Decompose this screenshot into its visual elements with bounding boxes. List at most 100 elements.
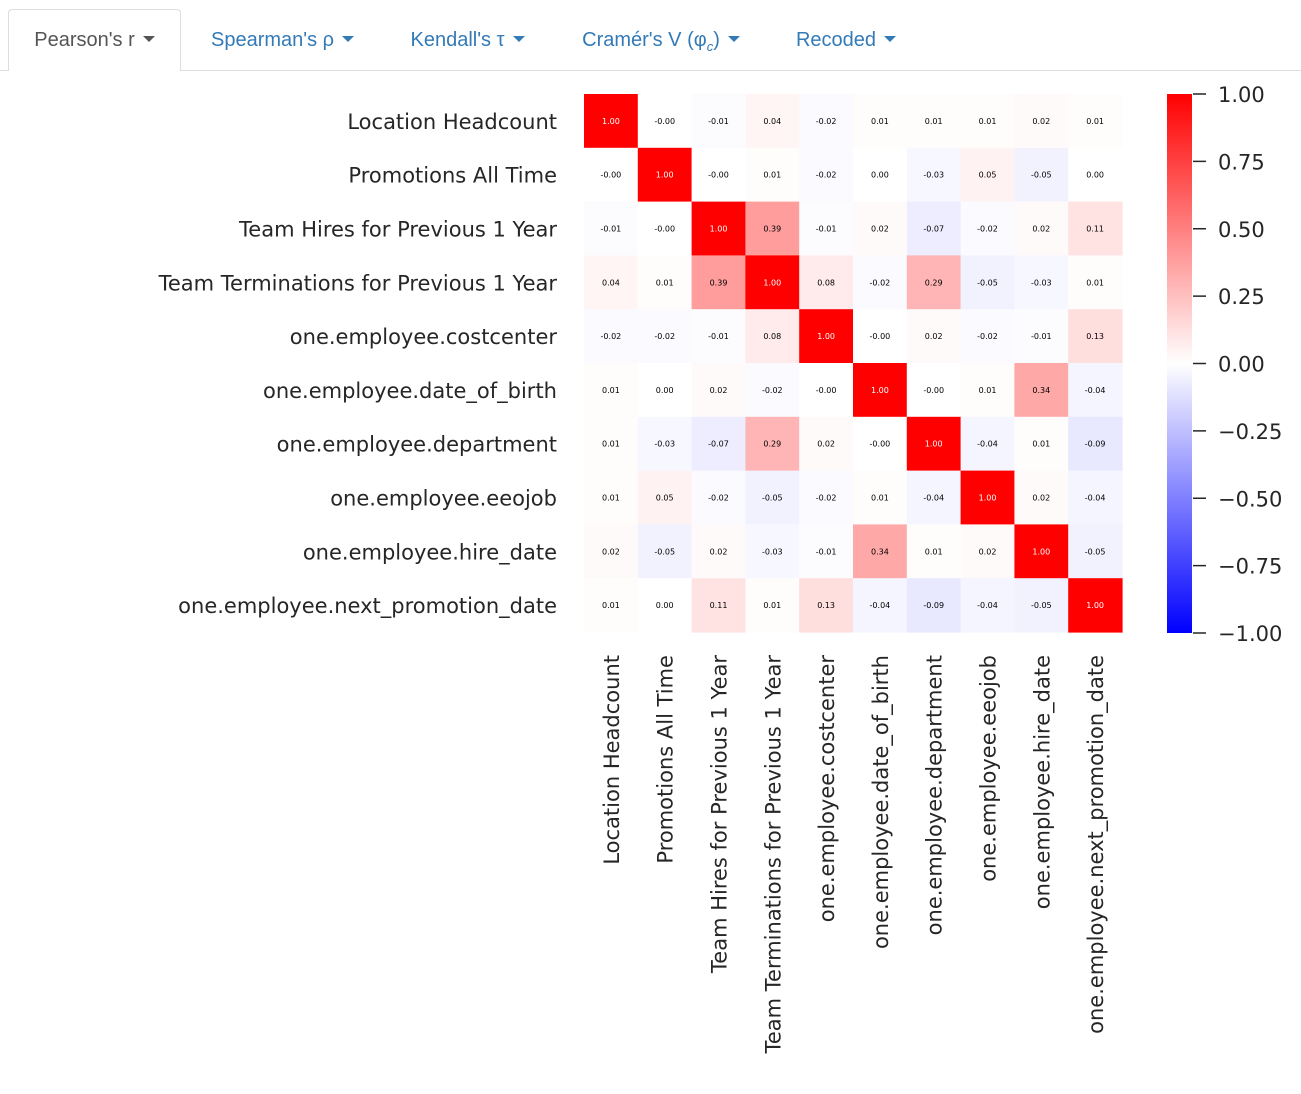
heatmap-cell bbox=[799, 309, 854, 364]
cell-value-label: -0.02 bbox=[762, 386, 783, 395]
cell-value-label: 0.05 bbox=[979, 171, 997, 180]
heatmap-cell bbox=[1014, 470, 1069, 525]
heatmap-cell bbox=[1014, 524, 1069, 579]
cell-value-label: 0.34 bbox=[1032, 386, 1050, 395]
heatmap-cell bbox=[1014, 147, 1069, 203]
heatmap-cell bbox=[906, 363, 962, 418]
cell-value-label: 0.00 bbox=[656, 601, 674, 610]
heatmap-cell bbox=[799, 578, 854, 633]
cell-value-label: -0.00 bbox=[870, 440, 891, 449]
cell-value-label: -0.00 bbox=[923, 386, 944, 395]
colorbar-tick-label: −1.00 bbox=[1218, 622, 1282, 646]
cell-value-label: 0.02 bbox=[925, 332, 943, 341]
cell-value-label: -0.05 bbox=[977, 278, 998, 287]
cell-value-label: 0.01 bbox=[1086, 278, 1104, 287]
cell-value-label: -0.04 bbox=[1085, 494, 1106, 503]
cell-value-label: 0.02 bbox=[979, 547, 997, 556]
cell-value-label: -0.07 bbox=[708, 440, 729, 449]
cell-value-label: -0.00 bbox=[654, 225, 675, 234]
heatmap-cell bbox=[637, 94, 693, 149]
cell-value-label: 0.01 bbox=[979, 117, 997, 126]
heatmap-cell bbox=[637, 470, 693, 525]
heatmap-cell bbox=[1014, 416, 1069, 472]
cell-value-label: 1.00 bbox=[871, 386, 889, 395]
heatmap-cell bbox=[906, 524, 962, 579]
heatmap-cell bbox=[960, 147, 1015, 203]
tab-cramers-label: Cramér's V (φ bbox=[582, 29, 707, 51]
heatmap-cell bbox=[1068, 578, 1123, 633]
colorbar-tick-label: −0.75 bbox=[1218, 555, 1282, 579]
cell-value-label: 0.01 bbox=[871, 494, 889, 503]
cell-value-label: -0.00 bbox=[870, 332, 891, 341]
heatmap-cell bbox=[906, 255, 962, 310]
cell-value-label: -0.04 bbox=[977, 440, 998, 449]
colorbar-tick-label: 0.75 bbox=[1218, 150, 1265, 174]
cell-value-label: -0.04 bbox=[923, 494, 944, 503]
heatmap-cell bbox=[1014, 255, 1069, 310]
cell-value-label: 0.01 bbox=[602, 440, 620, 449]
cell-value-label: 0.02 bbox=[817, 440, 835, 449]
cell-value-label: -0.01 bbox=[708, 332, 729, 341]
cell-value-label: -0.00 bbox=[601, 171, 622, 180]
chevron-down-icon bbox=[342, 35, 355, 42]
cell-value-label: 0.13 bbox=[1086, 332, 1104, 341]
cell-value-label: 1.00 bbox=[763, 278, 781, 287]
heatmap-cell bbox=[960, 255, 1015, 310]
cell-value-label: 0.29 bbox=[763, 440, 781, 449]
cell-value-label: -0.02 bbox=[654, 332, 675, 341]
tab-cramers-subscript: c bbox=[706, 39, 714, 54]
heatmap-cell bbox=[906, 94, 962, 149]
cell-value-label: -0.05 bbox=[1031, 601, 1052, 610]
heatmap-cell bbox=[691, 201, 746, 256]
column-label: one.employee.costcenter bbox=[815, 655, 839, 923]
tab-pearson[interactable]: Pearson's r bbox=[8, 9, 181, 71]
heatmap-cell bbox=[960, 470, 1015, 525]
cell-value-label: -0.07 bbox=[923, 225, 944, 234]
column-labels: Location Headcount Promotions All Time Tea… bbox=[600, 655, 1109, 1055]
heatmap-cell bbox=[745, 578, 800, 633]
column-label: one.employee.department bbox=[923, 655, 947, 935]
tab-kendall[interactable]: Kendall's τ bbox=[390, 9, 545, 70]
cell-value-label: 1.00 bbox=[1032, 547, 1050, 556]
heatmap-cell bbox=[584, 309, 639, 364]
tab-cramers-suffix: ) bbox=[713, 29, 720, 51]
tab-recoded[interactable]: Recoded bbox=[776, 9, 916, 70]
cell-value-label: -0.03 bbox=[1031, 278, 1052, 287]
heatmap-cell bbox=[799, 201, 854, 256]
cell-value-label: 0.04 bbox=[763, 117, 781, 126]
cell-value-label: 0.00 bbox=[1086, 171, 1104, 180]
column-label: Team Terminations for Previous 1 Year bbox=[761, 655, 785, 1055]
cell-value-label: 0.34 bbox=[871, 547, 889, 556]
tab-spearman[interactable]: Spearman's ρ bbox=[190, 9, 375, 70]
heatmap-cell bbox=[584, 255, 639, 310]
column-label: Promotions All Time bbox=[654, 655, 678, 864]
tab-pearson-label: Pearson's r bbox=[34, 29, 135, 51]
cell-value-label: -0.02 bbox=[601, 332, 622, 341]
column-label: one.employee.next_promotion_date bbox=[1084, 655, 1109, 1034]
cell-value-label: -0.05 bbox=[1031, 171, 1052, 180]
cell-value-label: -0.02 bbox=[708, 494, 729, 503]
heatmap-cell bbox=[691, 363, 746, 418]
cell-value-label: -0.04 bbox=[977, 601, 998, 610]
heatmap-cell bbox=[637, 416, 693, 472]
heatmap-cell bbox=[584, 578, 639, 633]
heatmap-cell bbox=[584, 524, 639, 579]
cell-value-label: 0.08 bbox=[817, 278, 835, 287]
heatmap-cell bbox=[906, 578, 962, 633]
cell-value-label: 1.00 bbox=[979, 494, 997, 503]
cell-value-label: 0.01 bbox=[1086, 117, 1104, 126]
cell-value-label: 1.00 bbox=[710, 225, 728, 234]
row-label: one.employee.date_of_birth bbox=[263, 379, 557, 404]
chevron-down-icon bbox=[512, 35, 525, 42]
cell-value-label: -0.02 bbox=[816, 494, 837, 503]
cell-value-label: -0.02 bbox=[870, 278, 891, 287]
heatmap-cell bbox=[1068, 363, 1123, 418]
cell-value-label: 0.01 bbox=[1032, 440, 1050, 449]
cell-value-label: 0.13 bbox=[817, 601, 835, 610]
heatmap-cell bbox=[960, 578, 1015, 633]
tab-cramers-v[interactable]: Cramér's V (φc) bbox=[560, 9, 762, 70]
heatmap-cell bbox=[853, 201, 908, 256]
column-label: one.employee.hire_date bbox=[1030, 655, 1055, 909]
cell-value-label: 0.00 bbox=[871, 171, 889, 180]
cell-value-label: -0.03 bbox=[654, 440, 675, 449]
